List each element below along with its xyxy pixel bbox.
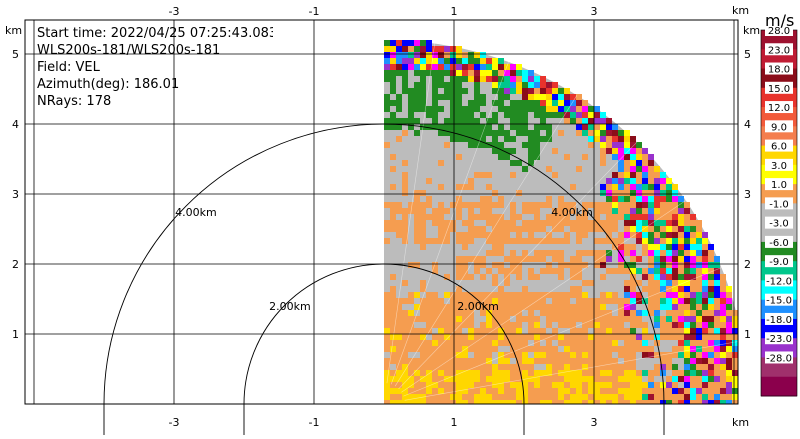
range-ring (243, 263, 525, 405)
start-time-label: Start time: 2022/04/25 07:25:43.083 (37, 26, 273, 41)
colorbar-label: -18.0 (766, 315, 792, 326)
x-tick-label-top: 3 (591, 5, 598, 18)
velocity-field (384, 40, 738, 404)
colorbar-label: 3.0 (771, 161, 787, 172)
range-ring-label-left: 4.00km (175, 206, 217, 219)
x-tick-label-top: -3 (169, 5, 180, 18)
colorbar-label: 6.0 (771, 142, 787, 153)
x-tick-label-top: -1 (309, 5, 320, 18)
plot-frame (24, 19, 739, 405)
y-tick-label-left: 5 (12, 48, 19, 61)
colorbar-label: 9.0 (771, 122, 787, 133)
colorbar-label: -15.0 (766, 296, 792, 307)
x-tick-label-bottom: -3 (169, 416, 180, 429)
instrument-label: WLS200s-181/WLS200s-181 (37, 43, 221, 58)
colorbar-label: 15.0 (768, 84, 790, 95)
colorbar-title: m/s (765, 11, 794, 30)
x-tick-label-bottom: 3 (591, 416, 598, 429)
y-tick-label-left: 1 (12, 328, 19, 341)
colorbar: 28.0 23.0 18.0 15.0 12.0 9.0 6.0 3.0 1.0 -1.0 -3.0… (760, 24, 798, 397)
range-ring-label-left: 2.00km (269, 300, 311, 313)
colorbar-label: 1.0 (771, 180, 787, 191)
x-tick-label-bottom: 1 (451, 416, 458, 429)
colorbar-label: -3.0 (769, 219, 789, 230)
y-unit-right: km (743, 24, 760, 37)
y-tick-label-right: 4 (744, 118, 751, 131)
y-unit-left: km (5, 24, 22, 37)
colorbar-label: 23.0 (768, 45, 790, 56)
field-label: Field: VEL (37, 60, 100, 75)
range-ring (103, 123, 665, 405)
x-tick-label-top: 1 (451, 5, 458, 18)
y-tick-label-left: 3 (12, 188, 19, 201)
colorbar-segment (761, 376, 797, 397)
colorbar-label: -23.0 (766, 334, 792, 345)
colorbar-label: 28.0 (768, 26, 790, 37)
y-tick-label-left: 2 (12, 258, 19, 271)
y-tick-label-left: 4 (12, 118, 19, 131)
axis-ticks: -3 -3 -1 -1 1 1 3 3 1 1 2 2 3 3 4 4 5 5 (12, 5, 751, 429)
nrays-label: NRays: 178 (37, 94, 112, 109)
x-unit-bottom: km (732, 416, 749, 429)
colorbar-label: -12.0 (766, 276, 792, 287)
range-ring-label-right: 2.00km (457, 300, 499, 313)
range-rings: 2.00km 2.00km 4.00km 4.00km (103, 123, 665, 435)
colorbar-label: 18.0 (768, 65, 790, 76)
y-tick-label-right: 5 (744, 48, 751, 61)
colorbar-label: 12.0 (768, 103, 790, 114)
y-tick-label-right: 1 (744, 328, 751, 341)
x-tick-label-bottom: -1 (309, 416, 320, 429)
y-tick-label-right: 3 (744, 188, 751, 201)
colorbar-label: -9.0 (769, 257, 789, 268)
azimuth-label: Azimuth(deg): 186.01 (37, 77, 180, 92)
colorbar-label: -6.0 (769, 238, 789, 249)
y-tick-label-right: 2 (744, 258, 751, 271)
colorbar-label: -28.0 (766, 353, 792, 364)
colorbar-label: -1.0 (769, 199, 789, 210)
x-unit-top: km (732, 4, 749, 17)
range-ring-label-right: 4.00km (551, 206, 593, 219)
